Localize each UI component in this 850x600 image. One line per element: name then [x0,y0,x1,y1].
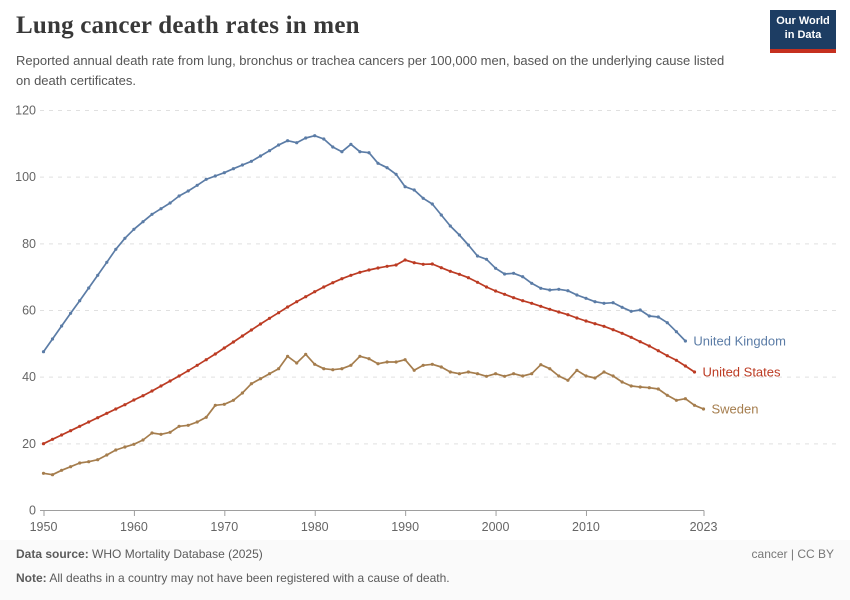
data-source-label: Data source: [16,547,89,561]
page-title: Lung cancer death rates in men [16,12,360,39]
svg-text:1950: 1950 [30,520,58,534]
svg-text:80: 80 [22,237,36,251]
svg-text:0: 0 [29,504,36,518]
data-source-text: WHO Mortality Database (2025) [88,547,263,561]
series-label-united-kingdom: United Kingdom [693,334,786,349]
x-axis: 1950 1960 1970 1980 1990 2000 2010 2023 [30,510,718,534]
chart-subtitle: Reported annual death rate from lung, br… [16,53,725,88]
svg-text:1970: 1970 [210,520,238,534]
svg-text:100: 100 [15,170,36,184]
y-axis-labels: 0 20 40 60 80 100 120 [15,104,36,518]
series-united-states: United States [41,258,781,446]
data-source-line: Data source: WHO Mortality Database (202… [16,547,263,561]
owid-logo-line1: Our World [776,15,830,27]
series-label-sweden: Sweden [712,402,759,417]
note-text: All deaths in a country may not have bee… [46,571,450,585]
svg-text:20: 20 [22,437,36,451]
series-united-kingdom: United Kingdom [41,134,786,354]
chart-footer: Data source: WHO Mortality Database (202… [0,540,850,600]
svg-text:2023: 2023 [690,520,718,534]
note-label: Note: [16,571,47,585]
owid-logo-line2: in Data [784,28,822,41]
series-sweden: Sweden [41,352,759,477]
series-label-united-states: United States [702,365,781,380]
svg-text:60: 60 [22,304,36,318]
license-text[interactable]: cancer | CC BY [751,547,834,561]
gridlines [40,110,836,445]
svg-text:2010: 2010 [572,520,600,534]
svg-text:120: 120 [15,104,36,118]
svg-text:1980: 1980 [301,520,329,534]
note-line: Note: All deaths in a country may not ha… [16,571,450,585]
svg-text:1960: 1960 [120,520,148,534]
svg-text:40: 40 [22,370,36,384]
svg-text:1990: 1990 [391,520,419,534]
svg-text:2000: 2000 [482,520,510,534]
owid-logo: Our World in Data [770,10,836,53]
